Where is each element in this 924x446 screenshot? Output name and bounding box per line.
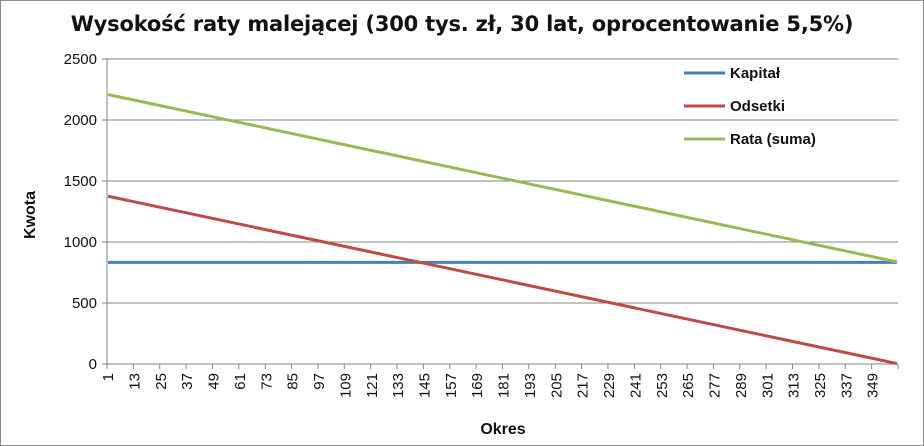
y-tick-label: 2500 (64, 51, 97, 68)
y-tick-label: 1500 (64, 173, 97, 190)
x-tick-label: 169 (469, 373, 486, 398)
legend: Kapitał Odsetki Rata (suma) (684, 65, 816, 148)
x-tick-label: 157 (443, 373, 460, 398)
x-tick-label: 265 (680, 373, 697, 398)
x-tick-label: 241 (627, 373, 644, 398)
x-tick-label: 13 (126, 373, 143, 390)
y-tick-label: 0 (89, 356, 97, 373)
x-axis-title: Okres (480, 421, 525, 438)
series-lines (107, 93, 898, 365)
x-tick-label: 325 (812, 373, 829, 398)
x-tick-label: 289 (733, 373, 750, 398)
x-tick-label: 253 (654, 373, 671, 398)
x-tick-label: 61 (232, 373, 249, 390)
x-tick-label: 73 (258, 373, 275, 390)
x-tick-label: 25 (153, 373, 170, 390)
x-tick-label: 121 (364, 373, 381, 398)
x-tick-label: 229 (601, 373, 618, 398)
x-tick-label: 277 (707, 373, 724, 398)
x-tick-label: 217 (575, 373, 592, 398)
y-tick-labels: 0 500 1000 1500 2000 2500 (64, 51, 97, 373)
gridlines (107, 58, 898, 304)
y-tick-label: 1000 (64, 234, 97, 251)
legend-label: Odsetki (730, 98, 785, 115)
x-tick-label: 205 (548, 373, 565, 398)
x-tick-label: 1 (100, 373, 117, 381)
y-axis-title: Kwota (22, 191, 39, 239)
x-tick-label: 97 (311, 373, 328, 390)
chart-title: Wysokość raty malejącej (300 tys. zł, 30… (70, 12, 854, 36)
x-tick-label: 181 (496, 373, 513, 398)
x-tick-label: 193 (522, 373, 539, 398)
series-line (107, 93, 898, 264)
x-tick-label: 313 (786, 373, 803, 398)
legend-label: Kapitał (730, 65, 781, 82)
axes (102, 58, 899, 369)
series-line (107, 194, 898, 365)
x-tick-label: 37 (179, 373, 196, 390)
legend-label: Rata (suma) (730, 131, 816, 148)
y-tick-label: 2000 (64, 112, 97, 129)
x-tick-label: 85 (285, 373, 302, 390)
x-tick-label: 337 (838, 373, 855, 398)
x-tick-labels: 1 13 25 37 49 61 73 85 97 109 121 133 145 157 169 181 19… (100, 373, 882, 398)
x-tick-label: 349 (865, 373, 882, 398)
x-tick-label: 145 (416, 373, 433, 398)
x-tick-label: 133 (390, 373, 407, 398)
y-tick-label: 500 (72, 295, 97, 312)
x-tick-label: 109 (337, 373, 354, 398)
x-tick-label: 301 (759, 373, 776, 398)
x-tick-label: 49 (206, 373, 223, 390)
